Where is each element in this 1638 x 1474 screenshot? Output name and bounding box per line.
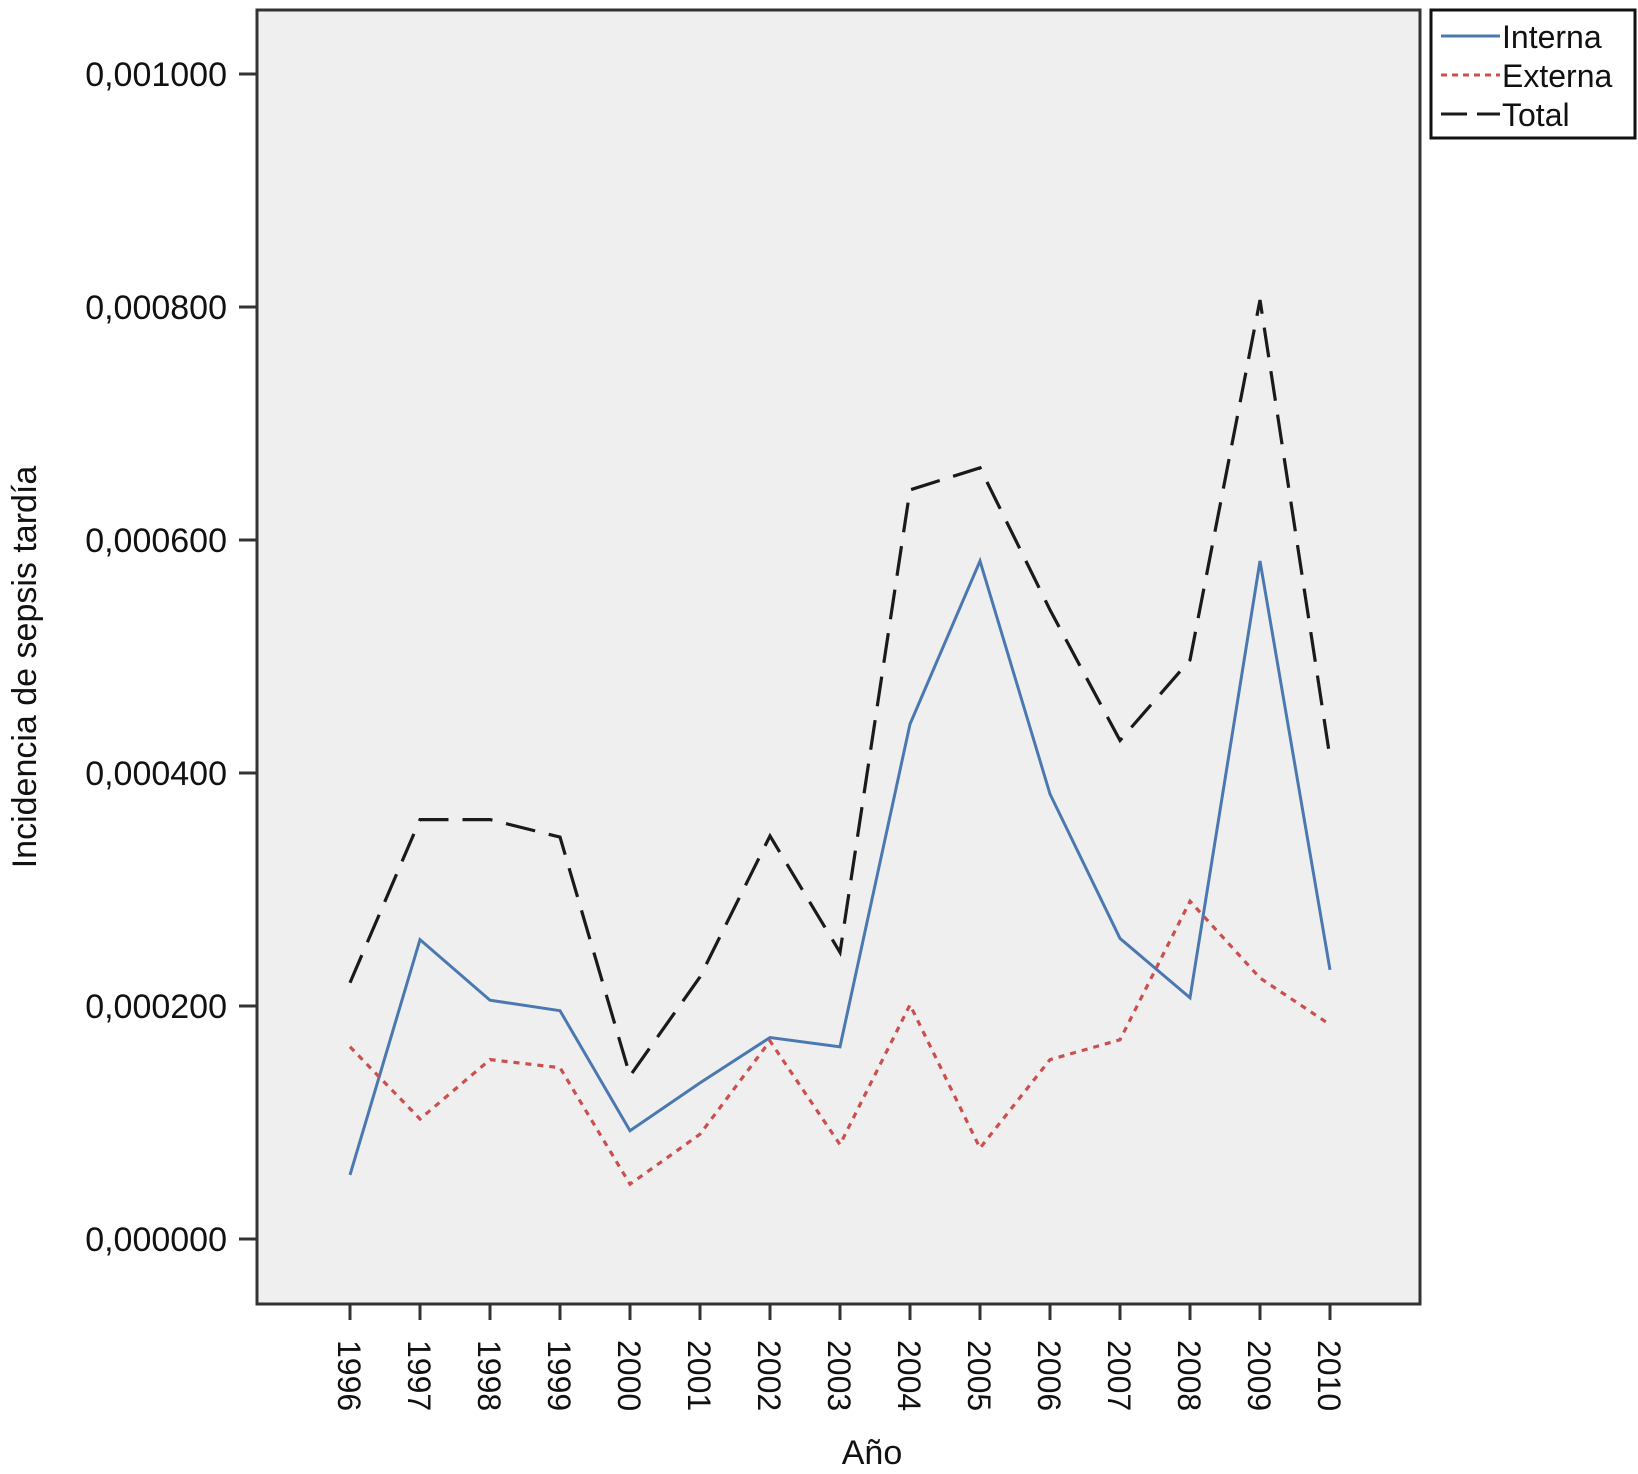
y-tick-label: 0,000400 — [85, 755, 227, 793]
x-tick-label: 2007 — [1101, 1340, 1137, 1411]
x-tick-label: 2003 — [821, 1340, 857, 1411]
y-axis: 0,000000 0,000200 0,000400 0,000600 0,000800… — [85, 56, 257, 1259]
legend-box — [1429, 8, 1637, 140]
x-tick-label: 2002 — [751, 1340, 787, 1411]
y-tick-label: 0,000200 — [85, 988, 227, 1026]
y-tick-label: 0,001000 — [85, 56, 227, 94]
legend-label: Total — [1502, 97, 1570, 133]
x-tick-label: 2004 — [891, 1340, 927, 1411]
x-tick-label: 2006 — [1031, 1340, 1067, 1411]
legend-label: Interna — [1502, 19, 1602, 55]
x-tick-label: 1998 — [471, 1340, 507, 1411]
series-line-interna — [348, 556, 1332, 1176]
x-tick-label: 2009 — [1241, 1340, 1277, 1411]
x-axis: 1996 1997 1998 1999 2000 2001 2002 2003 2004 2005… — [331, 1304, 1347, 1411]
plot-area — [255, 8, 1422, 1306]
x-tick-label: 2010 — [1311, 1340, 1347, 1411]
y-tick-label: 0,000800 — [85, 289, 227, 327]
y-tick-label: 0,000600 — [85, 522, 227, 560]
x-tick-label: 2001 — [681, 1340, 717, 1411]
y-axis-label: Incidencia de sepsis tardía — [6, 466, 44, 869]
x-tick-label: 2000 — [611, 1340, 647, 1411]
legend-label: Externa — [1502, 58, 1612, 94]
x-tick-label: 1997 — [401, 1340, 437, 1411]
series-layer — [348, 299, 1332, 1187]
x-tick-label: 1999 — [541, 1340, 577, 1411]
x-tick-label: 1996 — [331, 1340, 367, 1411]
x-axis-label: Año — [842, 1434, 903, 1472]
y-tick-label: 0,000000 — [85, 1221, 227, 1259]
series-line-total — [348, 299, 1332, 1080]
x-tick-label: 2005 — [961, 1340, 997, 1411]
x-tick-label: 2008 — [1171, 1340, 1207, 1411]
